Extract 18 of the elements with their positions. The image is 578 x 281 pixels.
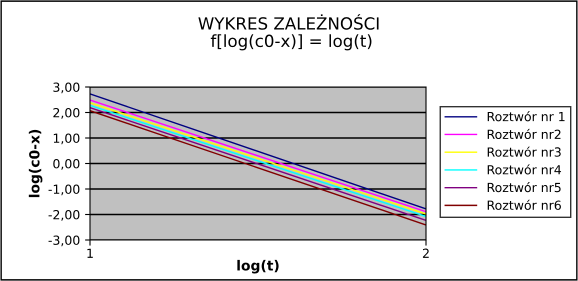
x-tick-label: 2 — [422, 248, 429, 258]
y-axis-title: log(c0-x) — [28, 130, 42, 198]
legend-label: Roztwór nr6 — [488, 200, 561, 210]
x-tick-label: 1 — [87, 248, 93, 258]
legend-label: Roztwór nr2 — [488, 128, 560, 140]
y-tick-label: -3,00 — [48, 235, 80, 246]
legend-label: Roztwór nr3 — [488, 146, 561, 157]
chart-title: WYKRES ZALEŻNOŚCI f[log(c0-x)] = log(t) — [198, 14, 379, 50]
legend-label: Roztwór nr4 — [488, 164, 562, 174]
x-axis-title: log(t) — [237, 260, 279, 274]
y-tick-label: 0,00 — [53, 158, 80, 170]
legend-label: Roztwór nr5 — [488, 182, 561, 192]
legend-label: Roztwór nr 1 — [488, 111, 565, 122]
y-tick-label: -2,00 — [48, 210, 80, 221]
y-tick-label: 3,00 — [53, 82, 80, 94]
y-tick-label: 1,00 — [54, 133, 80, 144]
y-tick-label: 2,00 — [53, 108, 80, 119]
y-tick-label: -1,00 — [48, 184, 80, 196]
